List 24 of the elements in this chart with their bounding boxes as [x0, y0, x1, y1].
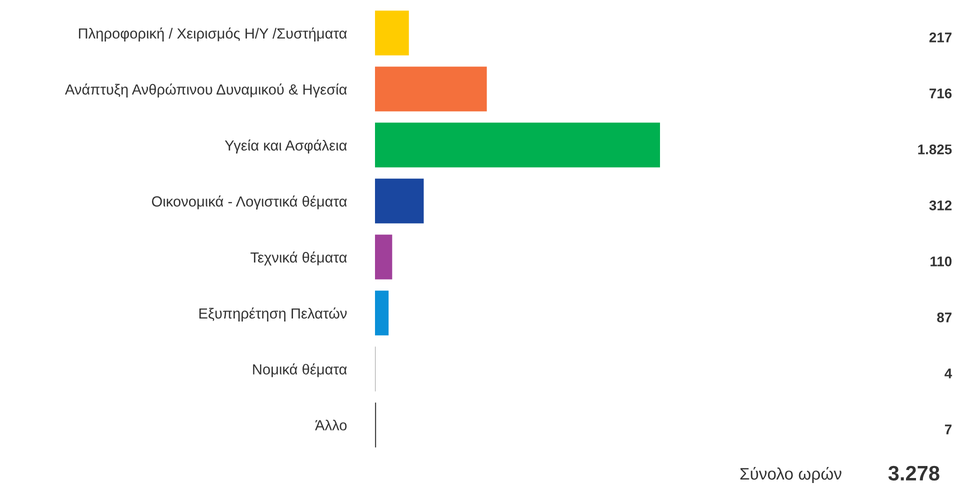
data-label: 716 — [930, 88, 952, 98]
data-label: 4 — [944, 368, 952, 378]
bar — [375, 10, 409, 56]
bar — [375, 290, 389, 336]
data-label: 87 — [937, 312, 952, 322]
y-tick-label: Άλλο — [315, 420, 347, 430]
data-label: 110 — [930, 256, 952, 266]
bar — [375, 178, 424, 224]
text: Σύνολο ωρών — [740, 466, 842, 484]
data-label: 7 — [944, 424, 952, 434]
text: 3.278 — [888, 466, 940, 481]
y-tick-label: Εξυπηρέτηση Πελατών — [199, 308, 347, 322]
y-tick-label: Υγεία και Ασφάλεια — [224, 140, 347, 154]
y-tick-label: Πληροφορική / Χειρισμός Η/Υ /Συστήματα — [78, 28, 347, 42]
y-tick-label: Τεχνικά θέματα — [250, 252, 347, 266]
y-tick-label: Νομικά θέματα — [253, 363, 347, 378]
data-label: 217 — [929, 32, 952, 42]
y-tick-label: Οικονομικά - Λογιστικά θέματα — [152, 196, 347, 210]
bar — [375, 122, 660, 168]
data-label: 312 — [929, 200, 952, 210]
bar — [375, 234, 392, 280]
bar — [375, 66, 487, 112]
y-tick-label: Ανάπτυξη Ανθρώπινου Δυναμικού & Ηγεσία — [64, 84, 347, 98]
data-label: 1.825 — [918, 144, 952, 154]
